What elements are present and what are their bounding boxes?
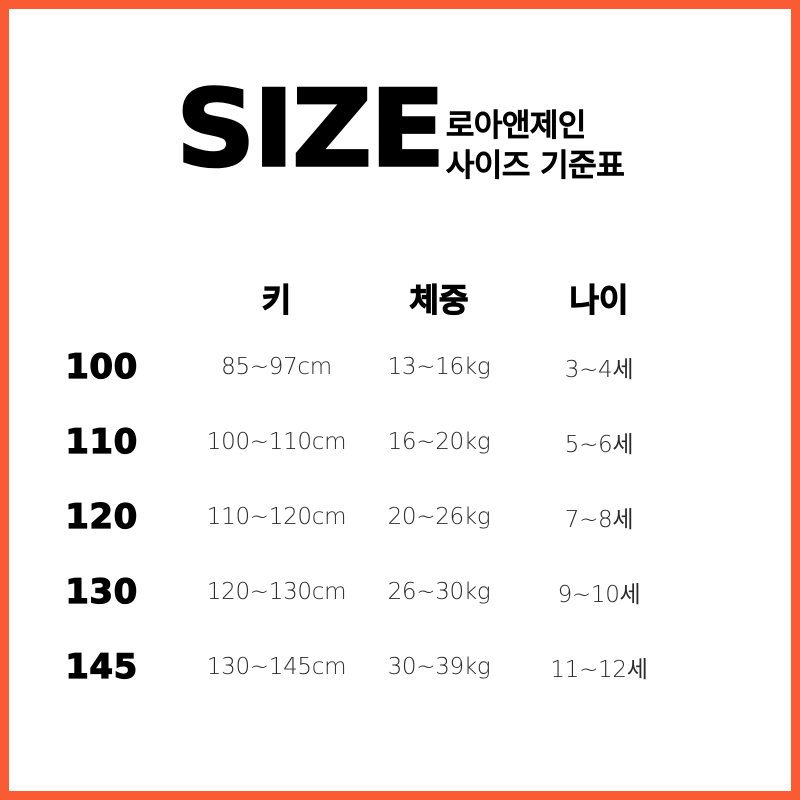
cell-weight: 13~16kg <box>387 353 491 380</box>
subtitle-line-description: 사이즈 기준표 <box>445 147 625 184</box>
cell-size: 110 <box>65 421 138 462</box>
table-row: 110 100~110cm 16~20kg 5~6세 <box>9 404 791 479</box>
cell-weight: 26~30kg <box>387 578 491 605</box>
column-header-age: 나이 <box>569 280 629 319</box>
cell-age: 11~12세 <box>550 656 648 683</box>
cell-age: 3~4세 <box>564 356 634 383</box>
cell-height: 120~130cm <box>206 578 347 605</box>
cell-size: 120 <box>65 496 138 537</box>
title-block: SIZE 로아앤제인 사이즈 기준표 <box>9 66 791 192</box>
cell-weight: 30~39kg <box>387 653 491 680</box>
cell-height: 85~97cm <box>221 353 332 380</box>
table-row: 130 120~130cm 26~30kg 9~10세 <box>9 554 791 629</box>
column-header-height: 키 <box>261 280 292 319</box>
table-row: 120 110~120cm 20~26kg 7~8세 <box>9 479 791 554</box>
cell-height: 130~145cm <box>206 653 347 680</box>
page-title: SIZE <box>174 66 446 192</box>
cell-size: 130 <box>65 571 138 612</box>
cell-age: 7~8세 <box>564 506 634 533</box>
subtitle-line-brand: 로아앤제인 <box>445 108 587 144</box>
subtitle-block: 로아앤제인 사이즈 기준표 <box>445 107 625 186</box>
table-row: 145 130~145cm 30~39kg 11~12세 <box>9 629 791 704</box>
cell-height: 100~110cm <box>206 428 347 455</box>
column-header-weight: 체중 <box>409 280 469 319</box>
table-row: 100 85~97cm 13~16kg 3~4세 <box>9 329 791 404</box>
cell-size: 145 <box>65 646 138 687</box>
cell-height: 110~120cm <box>206 503 347 530</box>
table-header-row: 키 체중 나이 <box>9 267 791 329</box>
cell-size: 100 <box>65 346 138 387</box>
cell-weight: 16~20kg <box>387 428 491 455</box>
cell-weight: 20~26kg <box>387 503 491 530</box>
cell-age: 5~6세 <box>564 431 634 458</box>
cell-age: 9~10세 <box>557 581 641 608</box>
size-table: 키 체중 나이 100 85~97cm 13~16kg 3~4세 110 100… <box>9 267 791 704</box>
